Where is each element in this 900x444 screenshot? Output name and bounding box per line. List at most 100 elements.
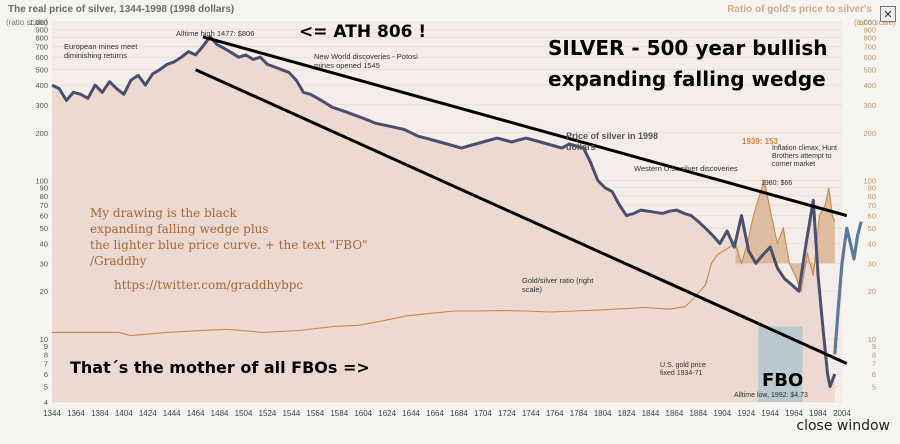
- x-tick-label: 1644: [402, 409, 420, 418]
- x-tick-label: 1564: [306, 409, 324, 418]
- left-tick-label: 1,000: [29, 18, 48, 27]
- x-tick-label: 1364: [67, 409, 85, 418]
- left-tick-label: 4: [44, 398, 48, 407]
- annotation-european-mines: European mines meet diminishing returns: [64, 42, 138, 60]
- x-tick-label: 1524: [259, 409, 277, 418]
- silver-price-line: [51, 35, 837, 389]
- x-tick-label: 1704: [474, 409, 492, 418]
- left-tick-label: 700: [35, 43, 48, 52]
- twitter-link[interactable]: https://twitter.com/graddhybpc: [114, 278, 304, 292]
- right-tick-label: 50: [868, 224, 876, 233]
- right-tick-label: 40: [868, 240, 876, 249]
- annotation-ath: <= ATH 806 !: [299, 22, 427, 42]
- right-tick-label: 500: [863, 66, 876, 75]
- x-tick-label: 1724: [498, 409, 516, 418]
- drawing-note: My drawing is the black expanding fallin…: [90, 205, 368, 269]
- left-tick-label: 60: [40, 212, 48, 221]
- right-axis-title: Ratio of gold's price to silver's: [727, 4, 872, 15]
- x-tick-label: 1744: [522, 409, 540, 418]
- x-tick-label: 1684: [450, 409, 468, 418]
- x-tick-label: 1624: [378, 409, 396, 418]
- headline-line-1: SILVER - 500 year bullish: [548, 36, 828, 60]
- left-tick-label: 8: [44, 350, 48, 359]
- annotation-inflation-climax: Inflation climax, Hunt Brothers attempt …: [772, 145, 837, 168]
- annotation-alltime-high: Alltime high 1477: $806: [176, 29, 255, 38]
- x-tick-label: 1344: [43, 409, 61, 418]
- drawing-note-line: expanding falling wedge plus: [90, 222, 269, 236]
- left-tick-label: 70: [40, 201, 48, 210]
- upper-wedge-line: [202, 35, 848, 218]
- close-icon[interactable]: ✕: [880, 6, 896, 22]
- left-tick-label: 10: [40, 335, 48, 344]
- right-tick-label: 20: [868, 287, 876, 296]
- right-tick-label: 200: [863, 129, 876, 138]
- light-blue-price-line: [833, 221, 863, 355]
- annotation-1939: 1939: 153: [742, 137, 779, 146]
- lower-wedge-line: [195, 68, 848, 365]
- left-tick-label: 80: [40, 192, 48, 201]
- right-tick-label: 600: [863, 53, 876, 62]
- left-tick-label: 20: [40, 287, 48, 296]
- annotation-fbo: FBO: [762, 370, 804, 391]
- left-tick-label: 5: [44, 383, 48, 392]
- right-tick-label: 7: [872, 359, 876, 368]
- x-tick-label: 1824: [618, 409, 636, 418]
- right-tick-label: 900: [863, 25, 876, 34]
- right-tick-label: 9: [872, 342, 876, 351]
- left-tick-label: 50: [40, 224, 48, 233]
- ratio-fill: [735, 180, 835, 292]
- chart-title: The real price of silver, 1344-1998 (199…: [8, 4, 235, 15]
- close-window-link[interactable]: close window: [796, 418, 890, 434]
- drawing-note-line: /Graddhy: [90, 254, 147, 268]
- x-tick-label: 1464: [187, 409, 205, 418]
- annotation-1980: 1980: $66: [761, 180, 793, 187]
- right-tick-label: 6: [872, 370, 876, 379]
- annotation-alltime-low: Alltime low, 1992: $4.73: [734, 392, 808, 399]
- left-tick-label: 200: [35, 129, 48, 138]
- series-group: [51, 35, 863, 389]
- right-tick-label: 300: [863, 101, 876, 110]
- right-tick-label: 100: [863, 176, 876, 185]
- x-tick-label: 1924: [737, 409, 755, 418]
- left-tick-label: 800: [35, 33, 48, 42]
- gridlines: [52, 21, 842, 403]
- left-tick-label: 7: [44, 359, 48, 368]
- left-tick-label: 900: [35, 25, 48, 34]
- left-scale-note: (ratio scale): [6, 18, 48, 27]
- x-tick-label: 1844: [642, 409, 660, 418]
- x-tick-label: 2004: [833, 409, 851, 418]
- x-tick-label: 1764: [546, 409, 564, 418]
- drawing-note-line: the lighter blue price curve. + the text…: [90, 238, 368, 252]
- right-tick-label: 1,000: [857, 18, 876, 27]
- left-tick-label: 400: [35, 81, 48, 90]
- annotation-western-discoveries: Western U.S. silver discoveries: [634, 164, 738, 173]
- right-tick-label: 80: [868, 192, 876, 201]
- x-tick-label: 1964: [785, 409, 803, 418]
- x-tick-label: 1984: [809, 409, 827, 418]
- x-tick-label: 1904: [713, 409, 731, 418]
- annotation-new-world: New World discoveries - Potosí mines ope…: [314, 52, 419, 70]
- annotation-gold-fixed: U.S. gold price fixed 1934-71: [660, 362, 706, 377]
- x-tick-label: 1484: [211, 409, 229, 418]
- x-tick-label: 1884: [689, 409, 707, 418]
- x-tick-label: 1424: [139, 409, 157, 418]
- right-tick-label: 90: [868, 184, 876, 193]
- x-tick-label: 1864: [666, 409, 684, 418]
- left-tick-label: 40: [40, 240, 48, 249]
- right-tick-label: 30: [868, 259, 876, 268]
- x-tick-label: 1804: [594, 409, 612, 418]
- x-tick-label: 1404: [115, 409, 133, 418]
- right-tick-label: 700: [863, 43, 876, 52]
- x-tick-label: 1504: [235, 409, 253, 418]
- right-scale-note: (ratio scale): [854, 18, 896, 27]
- annotation-ratio-label: Gold/silver ratio (right scale): [522, 276, 594, 294]
- left-tick-label: 30: [40, 259, 48, 268]
- left-tick-label: 90: [40, 184, 48, 193]
- ratio-line: [52, 178, 836, 337]
- x-tick-label: 1604: [354, 409, 372, 418]
- right-tick-label: 60: [868, 212, 876, 221]
- annotation-price-label: Price of silver in 1998 dollars: [566, 131, 659, 152]
